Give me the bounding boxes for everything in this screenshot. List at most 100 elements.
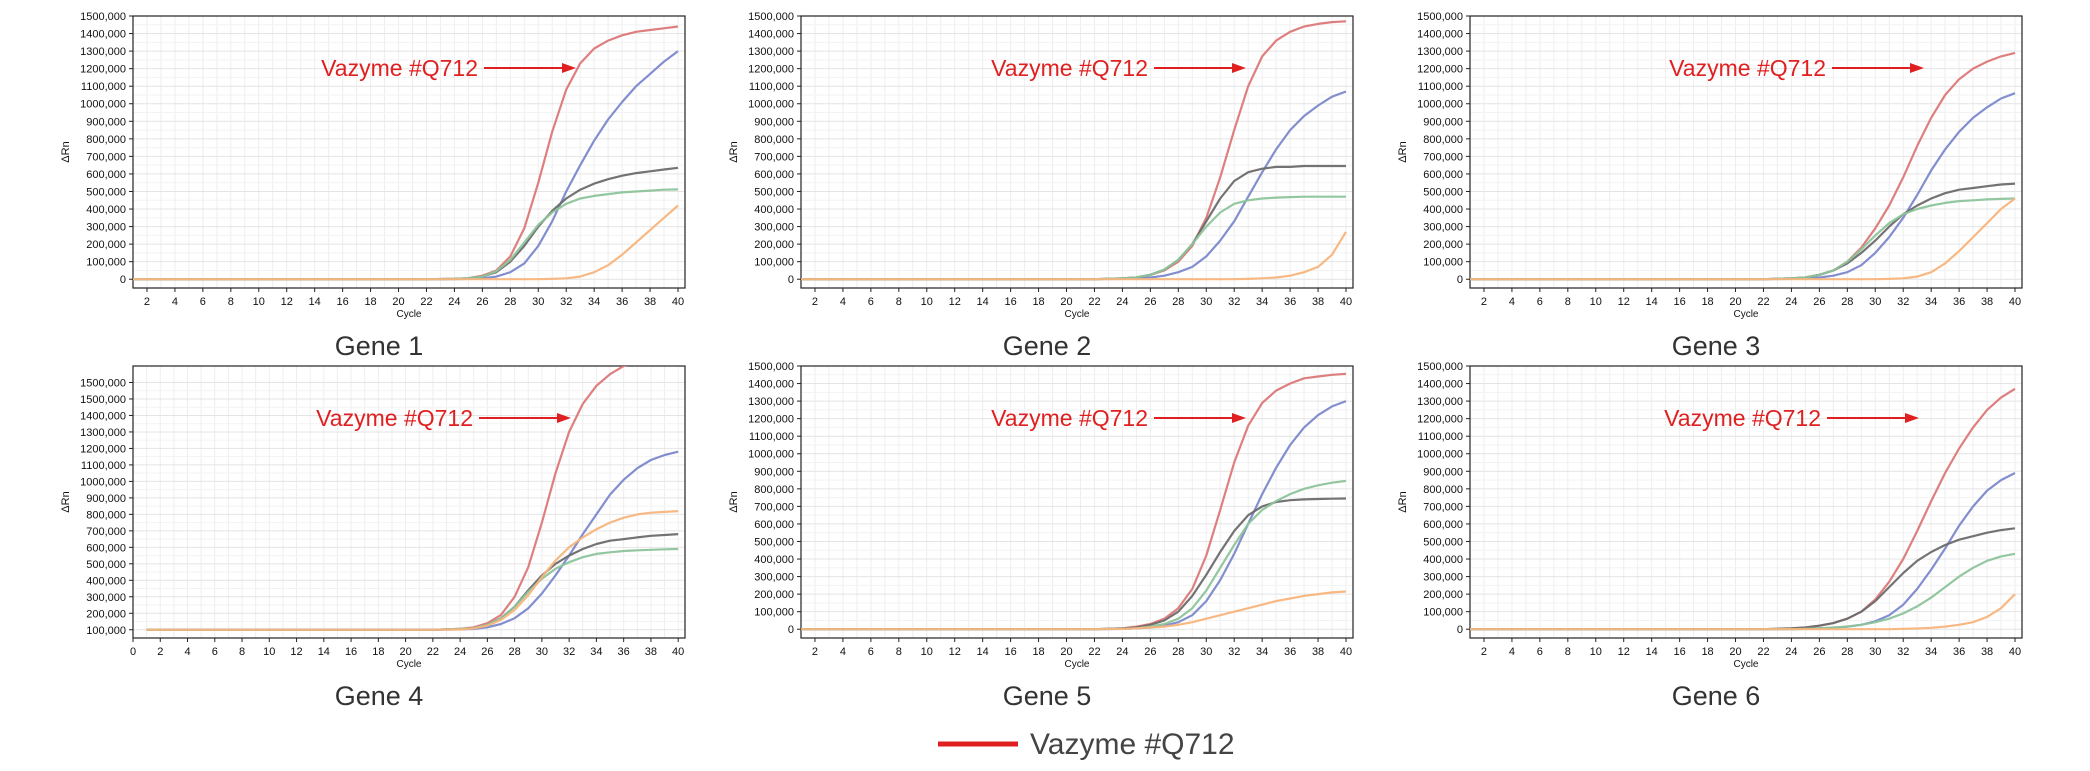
annotation-label: Vazyme #Q712 xyxy=(321,55,478,81)
y-tick-label: 700,000 xyxy=(86,151,126,163)
x-tick-label: 4 xyxy=(184,646,190,658)
y-tick-label: 300,000 xyxy=(86,592,126,604)
y-tick-label: 1100,000 xyxy=(1418,431,1463,443)
x-tick-label: 34 xyxy=(590,646,602,658)
plot-frame xyxy=(800,365,1354,639)
x-tick-label: 24 xyxy=(1116,296,1128,308)
y-tick-label: 100,000 xyxy=(86,257,126,269)
x-tick-label: 16 xyxy=(1673,646,1685,658)
y-tick-label: 100,000 xyxy=(86,625,126,637)
y-axis-label: ΔRn xyxy=(60,491,72,512)
x-tick-label: 8 xyxy=(896,296,902,308)
x-tick-label: 10 xyxy=(921,646,933,658)
x-tick-label: 16 xyxy=(1004,296,1016,308)
x-tick-label: 2 xyxy=(1481,646,1487,658)
y-tick-label: 1100,000 xyxy=(749,431,794,443)
x-tick-label: 22 xyxy=(427,646,439,658)
series-line-dark xyxy=(146,533,679,631)
annotation-label: Vazyme #Q712 xyxy=(1664,405,1821,431)
x-tick-label: 20 xyxy=(399,646,411,658)
y-tick-label: 1100,000 xyxy=(81,81,126,93)
y-tick-label: 1500,000 xyxy=(80,377,126,389)
y-tick-label: 400,000 xyxy=(1423,554,1463,566)
annotation-arrowhead xyxy=(1910,63,1924,73)
x-tick-label: 8 xyxy=(228,296,234,308)
y-tick-label: 800,000 xyxy=(754,134,794,146)
x-tick-label: 10 xyxy=(921,296,933,308)
x-tick-label: 26 xyxy=(1813,646,1825,658)
x-tick-label: 40 xyxy=(2009,296,2021,308)
y-tick-label: 700,000 xyxy=(754,151,794,163)
chart-panel: 0 100,000 200,000 300,000 400,000 500,000 600,… xyxy=(1397,361,2023,711)
x-tick-label: 6 xyxy=(1537,646,1543,658)
x-tick-label: 38 xyxy=(1312,296,1324,308)
y-tick-label: 1200,000 xyxy=(748,64,794,76)
x-tick-label: 4 xyxy=(1509,646,1515,658)
x-tick-label: 4 xyxy=(172,296,178,308)
y-tick-label: 0 xyxy=(1457,274,1463,286)
x-tick-label: 36 xyxy=(618,646,630,658)
y-tick-label: 800,000 xyxy=(1423,484,1463,496)
y-tick-label: 600,000 xyxy=(86,169,126,181)
x-tick-label: 6 xyxy=(212,646,218,658)
x-tick-label: 2 xyxy=(144,296,150,308)
y-tick-label: 500,000 xyxy=(754,536,794,548)
y-tick-label: 1100,000 xyxy=(749,81,794,93)
x-tick-label: 32 xyxy=(1897,646,1909,658)
x-tick-label: 10 xyxy=(1590,296,1602,308)
series-line-green xyxy=(801,479,1347,631)
x-tick-label: 30 xyxy=(532,296,544,308)
y-tick-label: 1200,000 xyxy=(1417,64,1463,76)
x-tick-label: 24 xyxy=(1785,296,1797,308)
y-axis-label: ΔRn xyxy=(1397,491,1409,512)
y-tick-label: 200,000 xyxy=(754,589,794,601)
y-tick-label: 900,000 xyxy=(1423,116,1463,128)
x-tick-label: 12 xyxy=(1618,296,1630,308)
y-tick-label: 400,000 xyxy=(86,204,126,216)
annotation-label: Vazyme #Q712 xyxy=(316,405,473,431)
y-axis-label: ΔRn xyxy=(728,141,740,162)
x-tick-label: 2 xyxy=(157,646,163,658)
y-tick-label: 1300,000 xyxy=(80,427,126,439)
y-tick-label: 1500,000 xyxy=(748,361,794,373)
annotation-label: Vazyme #Q712 xyxy=(991,55,1148,81)
y-tick-label: 1200,000 xyxy=(80,443,126,455)
x-tick-label: 18 xyxy=(1032,296,1044,308)
x-tick-label: 26 xyxy=(1144,646,1156,658)
x-tick-label: 28 xyxy=(1841,646,1853,658)
y-axis-label: ΔRn xyxy=(728,491,740,512)
y-tick-label: 900,000 xyxy=(86,116,126,128)
x-tick-label: 0 xyxy=(130,646,136,658)
y-tick-label: 1300,000 xyxy=(748,396,794,408)
series-line-orange xyxy=(133,204,679,281)
y-tick-label: 300,000 xyxy=(1423,572,1463,584)
x-tick-label: 40 xyxy=(2009,646,2021,658)
y-tick-label: 600,000 xyxy=(1423,519,1463,531)
x-tick-label: 34 xyxy=(588,296,600,308)
x-tick-label: 10 xyxy=(253,296,265,308)
x-axis-label: Cycle xyxy=(396,659,421,670)
x-tick-label: 40 xyxy=(1340,296,1352,308)
x-tick-label: 36 xyxy=(1284,296,1296,308)
annotation-arrowhead xyxy=(1232,413,1246,423)
x-tick-label: 12 xyxy=(290,646,302,658)
x-tick-label: 34 xyxy=(1256,646,1268,658)
y-tick-label: 300,000 xyxy=(86,222,126,234)
chart-title: Gene 2 xyxy=(1003,331,1092,361)
x-tick-label: 12 xyxy=(281,296,293,308)
plot-frame xyxy=(800,15,1354,289)
y-tick-label: 400,000 xyxy=(754,204,794,216)
x-tick-label: 38 xyxy=(1981,296,1993,308)
y-tick-label: 1100,000 xyxy=(81,460,126,472)
x-tick-label: 2 xyxy=(812,296,818,308)
y-tick-label: 800,000 xyxy=(86,134,126,146)
x-tick-label: 22 xyxy=(1088,646,1100,658)
x-tick-label: 36 xyxy=(1953,296,1965,308)
x-tick-label: 18 xyxy=(1701,646,1713,658)
x-tick-label: 8 xyxy=(896,646,902,658)
y-tick-label: 1500,000 xyxy=(1417,361,1463,373)
x-tick-label: 32 xyxy=(563,646,575,658)
y-tick-label: 1000,000 xyxy=(748,449,794,461)
series-line-orange xyxy=(801,590,1347,631)
y-tick-label: 100,000 xyxy=(1423,257,1463,269)
